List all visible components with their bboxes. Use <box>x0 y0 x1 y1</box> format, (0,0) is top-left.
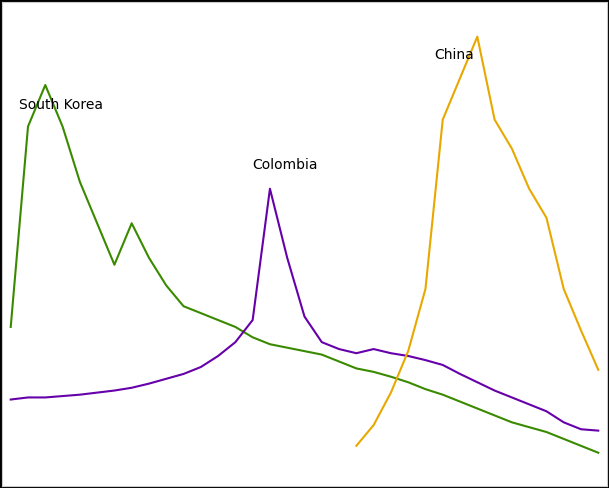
Text: Colombia: Colombia <box>253 158 318 172</box>
Text: China: China <box>434 48 474 62</box>
Text: South Korea: South Korea <box>19 98 104 112</box>
